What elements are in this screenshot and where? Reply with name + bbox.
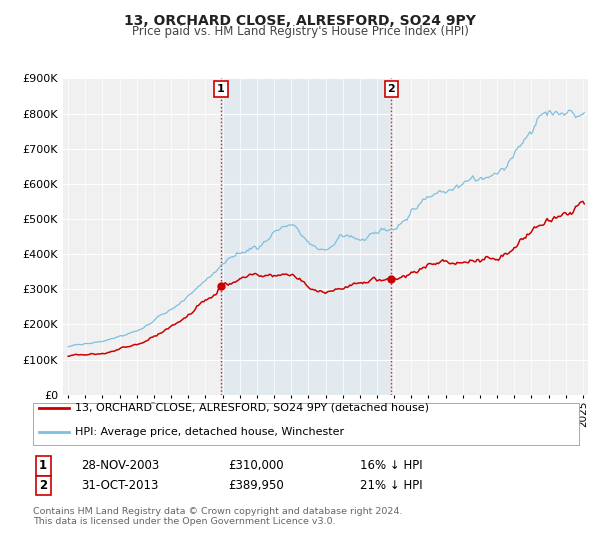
Text: 1: 1 (217, 84, 225, 94)
Bar (221, 78, 391, 395)
Text: 2: 2 (39, 479, 47, 492)
Text: HPI: Average price, detached house, Winchester: HPI: Average price, detached house, Winc… (75, 427, 344, 437)
Text: 21% ↓ HPI: 21% ↓ HPI (360, 479, 422, 492)
Text: 1: 1 (39, 459, 47, 473)
Text: £389,950: £389,950 (228, 479, 284, 492)
Text: 28-NOV-2003: 28-NOV-2003 (81, 459, 159, 473)
Text: 31-OCT-2013: 31-OCT-2013 (81, 479, 158, 492)
Text: 16% ↓ HPI: 16% ↓ HPI (360, 459, 422, 473)
Text: Contains HM Land Registry data © Crown copyright and database right 2024.
This d: Contains HM Land Registry data © Crown c… (33, 507, 403, 526)
Text: 2: 2 (388, 84, 395, 94)
Text: 13, ORCHARD CLOSE, ALRESFORD, SO24 9PY (detached house): 13, ORCHARD CLOSE, ALRESFORD, SO24 9PY (… (75, 403, 429, 413)
Text: 13, ORCHARD CLOSE, ALRESFORD, SO24 9PY: 13, ORCHARD CLOSE, ALRESFORD, SO24 9PY (124, 14, 476, 28)
Text: Price paid vs. HM Land Registry's House Price Index (HPI): Price paid vs. HM Land Registry's House … (131, 25, 469, 38)
Text: £310,000: £310,000 (228, 459, 284, 473)
